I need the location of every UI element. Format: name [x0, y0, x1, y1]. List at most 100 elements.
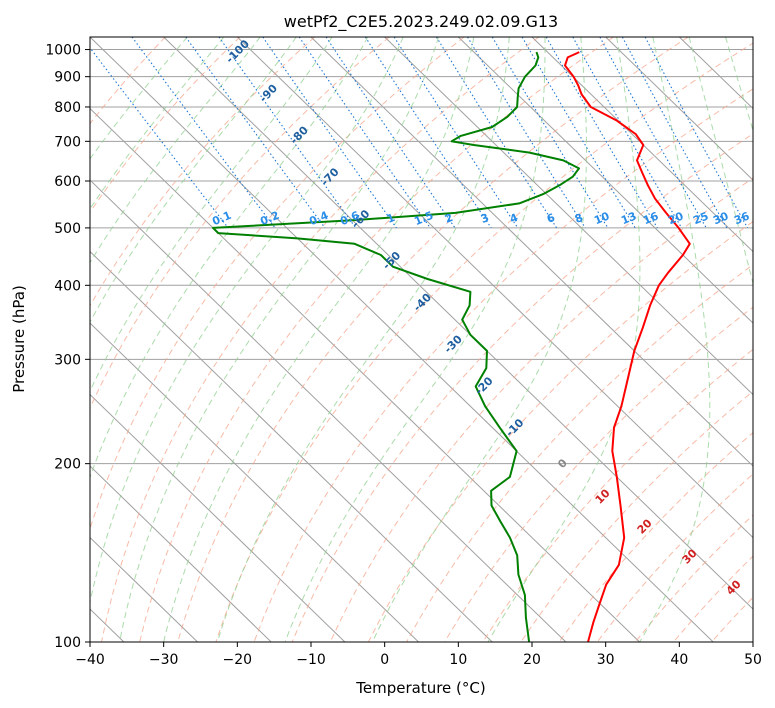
isotherm-line	[90, 107, 640, 642]
mixing-ratio-line	[90, 46, 229, 229]
moist-adiabat	[90, 37, 225, 210]
mixing-ratio-label: 16	[641, 209, 660, 227]
dry-adiabat	[90, 37, 465, 531]
moist-adiabat	[639, 37, 711, 642]
dry-adiabat	[520, 390, 753, 642]
y-tick-label: 700	[54, 134, 81, 150]
moist-adiabat	[90, 37, 333, 393]
isotherm-line	[163, 37, 753, 610]
dry-adiabat	[711, 596, 753, 642]
mixing-ratio-line	[572, 37, 683, 229]
moist-adiabat	[90, 37, 297, 324]
dry-adiabat	[634, 514, 753, 642]
dry-adiabat	[406, 264, 753, 642]
moist-adiabat	[762, 37, 775, 642]
y-tick-label: 600	[54, 174, 81, 190]
moist-adiabat	[163, 37, 475, 642]
mixing-ratio-label: 10	[592, 209, 611, 227]
dry-adiabat	[101, 37, 540, 642]
moist-adiabat-label: 40	[724, 577, 744, 597]
x-tick-label: −10	[296, 652, 326, 668]
x-tick-label: −20	[223, 652, 253, 668]
x-tick-label: 40	[670, 652, 688, 668]
mixing-ratio-label: 8	[573, 211, 585, 226]
isotherm-line	[310, 37, 753, 467]
mixing-ratio-line	[325, 37, 456, 229]
x-tick-label: 30	[597, 652, 615, 668]
mixing-ratio-label: 13	[619, 210, 638, 228]
mixing-ratio-label: 0.1	[210, 209, 233, 228]
y-tick-label: 300	[54, 352, 81, 368]
x-axis: −40 −30 −20 −10 0 10 20 30 40 50	[75, 642, 762, 668]
dry-adiabat-label: -20	[472, 374, 495, 397]
dry-adiabat	[253, 88, 753, 642]
isotherm-line	[752, 37, 753, 38]
mixing-ratio-line	[364, 37, 492, 229]
isotherm-line	[90, 536, 198, 642]
temperature-profile	[564, 51, 691, 642]
dry-adiabat	[139, 37, 614, 642]
grid-lines	[90, 37, 753, 642]
plot-frame	[89, 36, 754, 643]
mixing-ratio-line	[545, 37, 658, 229]
chart-title: wetPf2_C2E5.2023.249.02.09.G13	[284, 12, 558, 32]
dry-adiabat-label: -40	[411, 291, 434, 314]
dry-adiabat-label: -100	[223, 37, 252, 66]
x-tick-label: 50	[744, 652, 762, 668]
moist-adiabat	[284, 37, 546, 642]
y-tick-label: 400	[54, 278, 81, 294]
x-tick-label: 20	[523, 652, 541, 668]
isotherm-line	[90, 465, 272, 642]
dry-adiabat	[444, 306, 753, 642]
isotherm-line	[457, 37, 753, 324]
dry-adiabat	[558, 432, 753, 642]
isopleth-labels: -100-90-80-70-60-50-40-30-20-100.1 0.2 0.4…	[210, 37, 751, 598]
isotherm-line	[605, 37, 753, 181]
mixing-ratio-label: 2	[443, 211, 455, 226]
isotherm-line	[236, 37, 753, 539]
moist-adiabat	[216, 37, 510, 642]
moist-adiabat	[688, 37, 753, 286]
dewpoint-profile	[212, 51, 580, 642]
y-tick-label: 100	[54, 635, 81, 651]
isotherm-line	[90, 37, 714, 642]
x-axis-label: Temperature (°C)	[355, 679, 485, 697]
moist-adiabat-label: 10	[593, 486, 613, 506]
mixing-ratio-label: 25	[691, 210, 710, 228]
dry-adiabat	[291, 133, 753, 642]
isotherm-line	[531, 37, 753, 253]
mixing-ratio-lines	[90, 37, 749, 229]
mixing-ratio-label: 1	[385, 211, 397, 226]
x-tick-label: 0	[380, 652, 389, 668]
dry-adiabat-label: -80	[288, 123, 311, 146]
dry-adiabat-label: -30	[442, 332, 465, 355]
mixing-ratio-line	[218, 37, 357, 229]
y-axis: 1000 900 800 700 600 500 400 300 200 100	[45, 43, 90, 651]
dry-adiabat	[90, 37, 390, 410]
dry-adiabat	[482, 348, 753, 642]
moist-adiabats	[90, 37, 775, 642]
isotherm-line	[90, 179, 567, 642]
moist-adiabat	[487, 37, 641, 642]
mixing-ratio-line	[185, 37, 326, 229]
mixing-ratio-line	[393, 37, 519, 229]
isotherm-line	[90, 322, 419, 642]
mixing-ratio-label: 0.4	[307, 209, 330, 228]
moist-adiabat	[725, 37, 753, 133]
dry-adiabat	[329, 177, 753, 642]
isotherm-line	[90, 393, 346, 642]
dry-adiabat	[177, 37, 689, 642]
mixing-ratio-line	[131, 37, 276, 229]
moist-adiabat-label: 30	[680, 546, 700, 566]
moist-adiabat	[90, 37, 261, 264]
mixing-ratio-line	[298, 37, 431, 229]
mixing-ratio-line	[491, 37, 609, 229]
mixing-ratio-line	[599, 37, 707, 229]
mixing-ratio-label: 30	[711, 209, 730, 227]
x-tick-label: 10	[449, 652, 467, 668]
mixing-ratio-label: 3	[479, 211, 491, 226]
x-tick-label: −30	[149, 652, 179, 668]
dry-adiabat-label: -70	[318, 165, 341, 188]
mixing-ratio-line	[262, 37, 397, 229]
